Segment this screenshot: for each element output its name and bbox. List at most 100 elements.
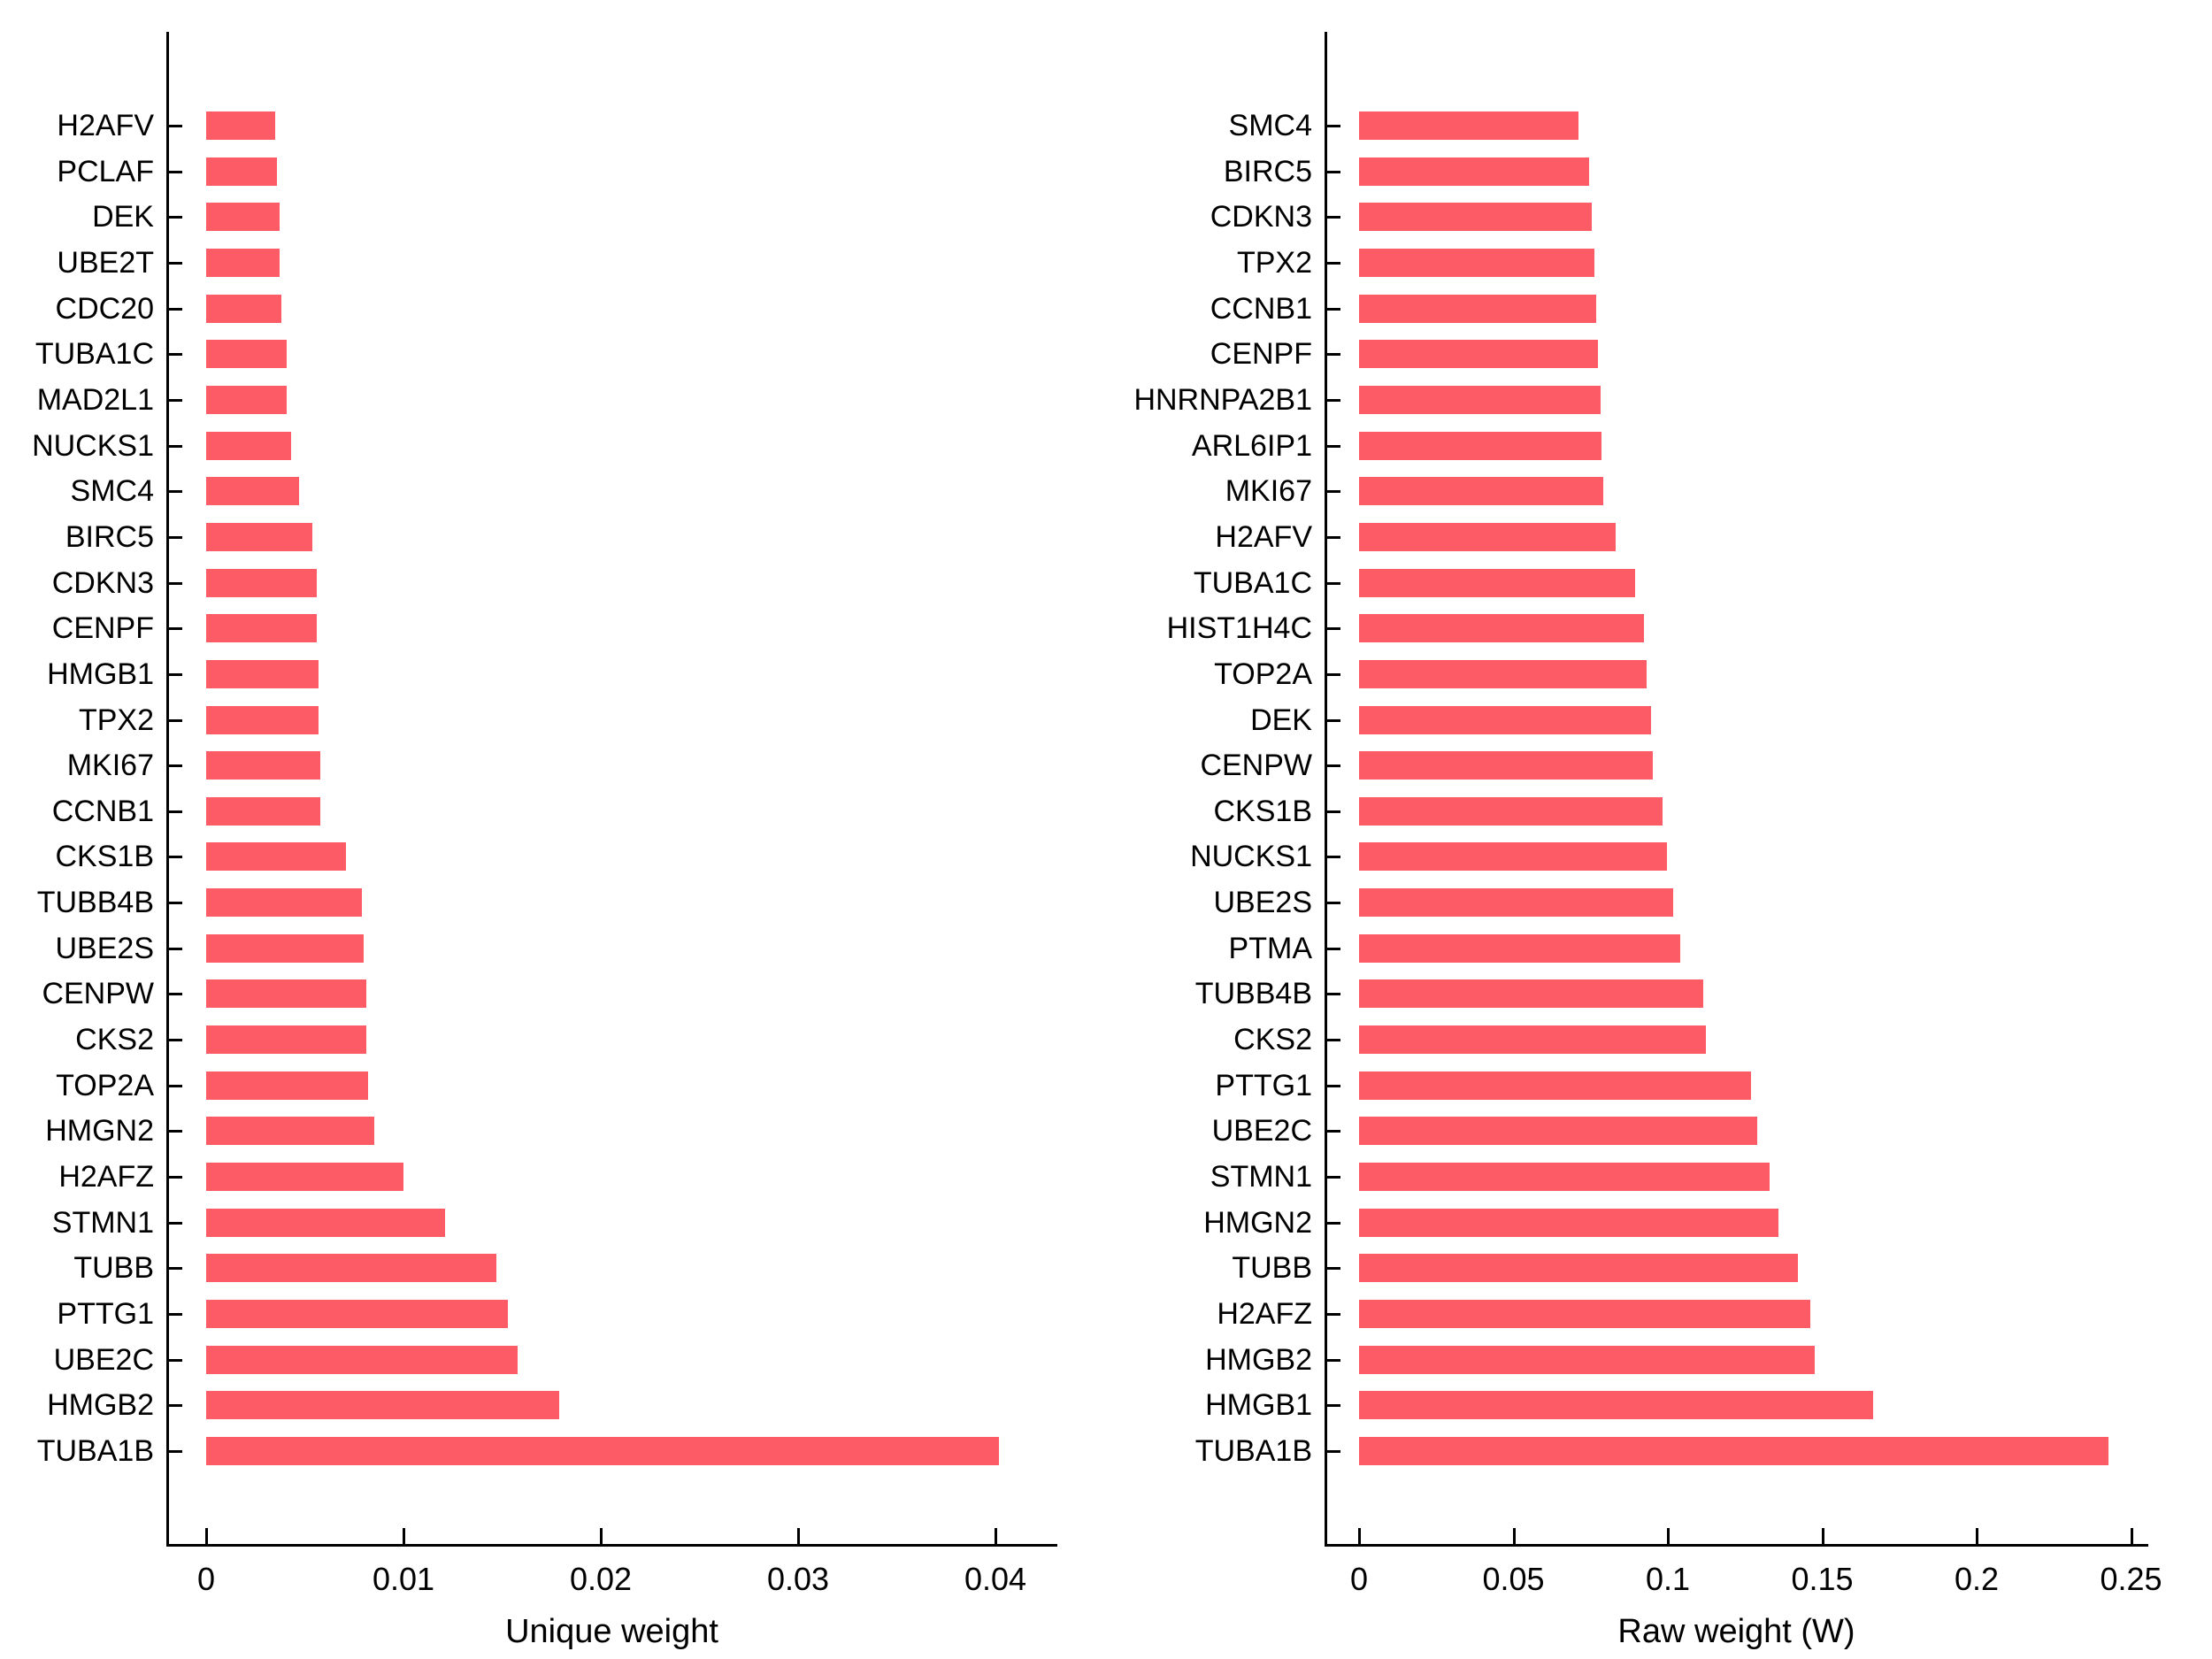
bar [1359,523,1616,551]
bar [1359,1117,1757,1145]
y-tick-label: TUBA1B [36,1433,154,1468]
bar [1359,386,1601,414]
x-tick-label: 0.01 [372,1561,435,1597]
bar [1359,614,1644,642]
y-tick-label: CENPW [42,977,154,1011]
y-tick-mark [166,1267,182,1271]
y-tick-label: BIRC5 [1223,154,1312,188]
y-tick-label: TOP2A [56,1068,154,1102]
y-tick-label: SMC4 [1228,109,1312,142]
bar [206,614,317,642]
x-tick-label: 0.03 [766,1561,830,1597]
bar [1359,157,1589,186]
y-tick-label: TUBB [1232,1251,1312,1286]
y-tick-mark [1325,1404,1340,1408]
y-tick-mark [166,1039,182,1042]
bar [1359,660,1647,688]
y-tick-mark [166,902,182,905]
bar [1359,842,1667,871]
bar [1359,432,1601,460]
y-tick-mark [1325,764,1340,768]
bar [1359,1346,1815,1374]
y-tick-label: CENPF [51,611,154,646]
bar [1359,340,1598,368]
y-tick-label: PCLAF [57,154,154,188]
y-tick-label: CKS2 [75,1023,154,1057]
y-tick-mark [1325,902,1340,905]
y-tick-mark [166,993,182,996]
x-tick-mark [1358,1528,1361,1544]
y-tick-label: NUCKS1 [32,428,154,463]
x-tick-mark [1821,1528,1824,1544]
x-tick-mark [205,1528,208,1544]
bar [1359,295,1596,323]
y-tick-mark [166,398,182,402]
y-tick-mark [166,1130,182,1133]
x-tick-mark [600,1528,603,1544]
y-tick-mark [1325,672,1340,676]
y-tick-mark [1325,444,1340,448]
bar [1359,751,1653,780]
y-tick-label: UBE2T [57,245,154,280]
x-tick-mark [403,1528,405,1544]
y-tick-mark [166,718,182,722]
x-tick-label: 0.15 [1791,1561,1854,1597]
x-axis-line [1325,1544,2148,1547]
bar [206,1437,999,1465]
y-tick-label: TUBA1C [1193,565,1312,600]
y-tick-label: TUBB4B [1194,977,1312,1011]
y-tick-label: HMGN2 [45,1114,154,1148]
y-tick-mark [1325,856,1340,859]
y-tick-mark [1325,718,1340,722]
bar [206,751,320,780]
x-tick-mark [995,1528,997,1544]
y-tick-mark [1325,1449,1340,1453]
y-tick-label: H2AFZ [1217,1297,1312,1332]
bar [206,660,319,688]
y-tick-mark [1325,1267,1340,1271]
bar [206,1391,559,1419]
y-tick-mark [1325,307,1340,311]
bar [1359,1300,1810,1328]
y-tick-mark [166,1176,182,1179]
y-tick-label: STMN1 [51,1205,154,1240]
y-tick-mark [1325,170,1340,173]
y-tick-mark [1325,216,1340,219]
bar [1359,934,1680,963]
y-tick-mark [166,307,182,311]
bar [206,569,317,597]
y-tick-mark [1325,398,1340,402]
y-tick-label: UBE2S [1213,886,1313,920]
y-tick-mark [166,216,182,219]
bar [1359,1071,1751,1100]
y-tick-mark [1325,581,1340,585]
y-tick-label: CDKN3 [1210,200,1312,234]
y-tick-mark [166,810,182,813]
bar [206,979,366,1008]
bar [1359,979,1703,1008]
bar [206,340,287,368]
y-tick-label: HMGB2 [47,1388,154,1423]
bar [1359,1163,1770,1191]
y-tick-mark [166,627,182,631]
y-tick-label: HMGN2 [1203,1205,1312,1240]
y-tick-label: TUBB4B [36,886,154,920]
y-tick-label: CENPF [1210,337,1312,372]
bar [1359,1025,1706,1054]
bar [206,203,280,231]
y-tick-label: PTMA [1228,931,1312,965]
bar [206,1254,496,1282]
bar [206,1300,508,1328]
y-tick-label: DEK [1250,703,1312,737]
bar [1359,1437,2108,1465]
bar [206,432,291,460]
y-tick-mark [166,1358,182,1362]
y-tick-mark [166,170,182,173]
y-tick-label: MKI67 [1225,474,1312,509]
bar [1359,1391,1873,1419]
y-tick-label: SMC4 [70,474,154,509]
y-tick-mark [166,1221,182,1225]
x-tick-mark [1667,1528,1670,1544]
bar [1359,249,1594,277]
y-tick-mark [166,1313,182,1317]
